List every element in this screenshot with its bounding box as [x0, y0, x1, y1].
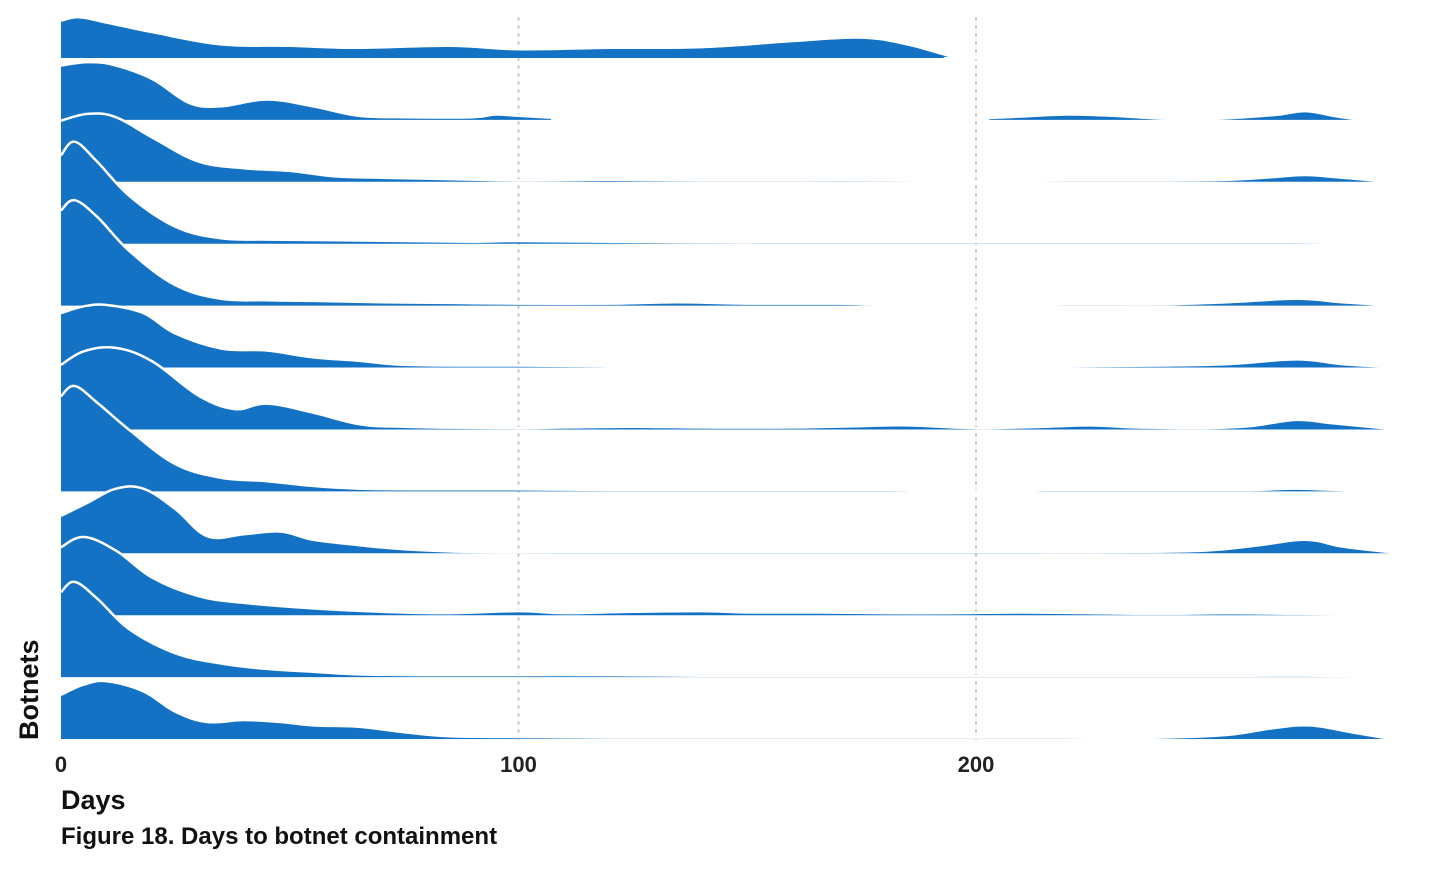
ridge-area-6: [61, 304, 1379, 368]
x-axis-ticks: 0 100 200: [55, 752, 994, 777]
ridge-outline-12: [60, 679, 1384, 740]
ridge-area-7: [61, 347, 1384, 430]
y-axis-title: Botnets: [14, 640, 44, 741]
ridge-area-9: [61, 486, 1388, 554]
ridge-series-11: [60, 580, 1370, 678]
ridge-outline-11: [60, 580, 1370, 678]
ridge-series-12: [60, 679, 1384, 740]
ridge-outline-2: [60, 60, 1352, 122]
x-axis-title: Days: [61, 785, 126, 815]
x-tick-label-0: 0: [55, 752, 67, 777]
ridge-series-7: [60, 345, 1384, 430]
ridge-outline-8: [60, 384, 1356, 493]
ridge-area-5: [61, 200, 1374, 306]
ridge-series-2: [60, 60, 1352, 122]
ridge-area-10: [61, 536, 1356, 616]
ridge-area-3: [61, 113, 1374, 182]
ridge-outline-1: [60, 15, 1347, 60]
ridge-outline-9: [60, 485, 1388, 554]
ridge-area-4: [61, 141, 1342, 244]
vertical-gridlines: [517, 17, 977, 740]
ridge-series-5: [60, 198, 1375, 308]
x-tick-label-200: 200: [958, 752, 995, 777]
ridge-series-1: [60, 15, 1347, 60]
ridge-series-6: [60, 303, 1379, 368]
ridge-area-12: [61, 680, 1384, 739]
ridge-series-8: [60, 384, 1356, 493]
ridge-area-11: [61, 581, 1370, 678]
x-tick-label-100: 100: [500, 752, 537, 777]
ridgeline-series-group: [60, 15, 1388, 740]
ridge-area-8: [61, 385, 1356, 492]
ridge-series-3: [60, 112, 1375, 183]
ridge-area-2: [61, 62, 1352, 121]
ridge-series-10: [60, 535, 1356, 616]
ridge-series-9: [60, 485, 1388, 554]
ridge-outline-7: [60, 345, 1384, 430]
ridge-outline-4: [60, 140, 1343, 245]
ridge-outline-6: [60, 303, 1379, 368]
figure-caption: Figure 18. Days to botnet containment: [61, 823, 498, 850]
ridge-outline-3: [60, 112, 1375, 183]
ridge-outline-10: [60, 535, 1356, 616]
ridge-series-4: [60, 140, 1343, 245]
ridge-area-1: [61, 17, 1347, 59]
ridge-outline-5: [60, 198, 1375, 308]
